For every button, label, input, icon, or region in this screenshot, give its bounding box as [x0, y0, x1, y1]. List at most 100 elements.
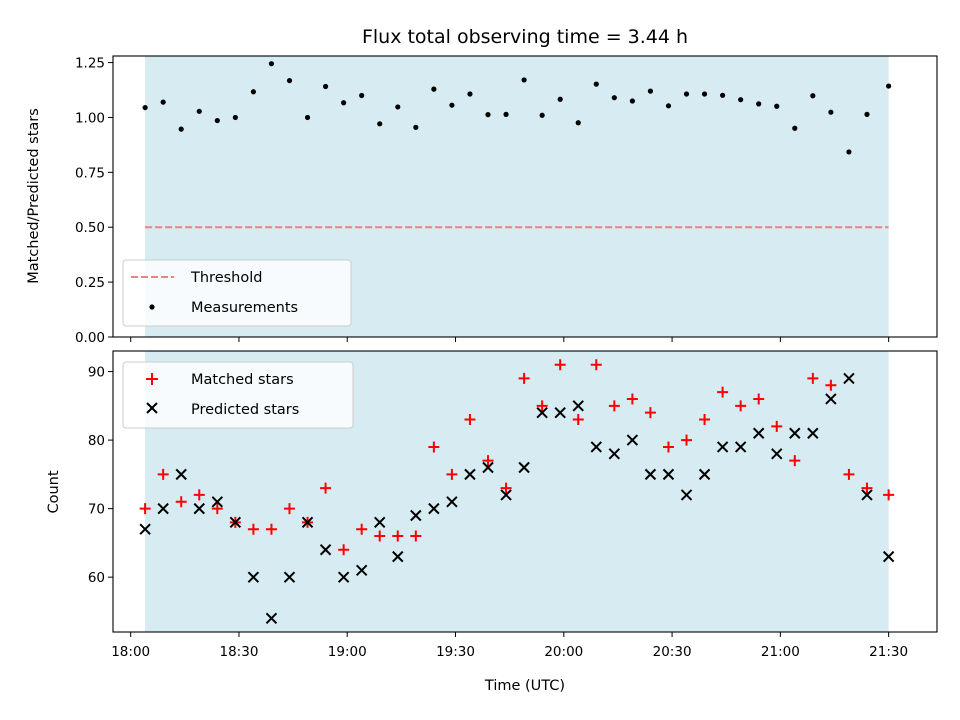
matched-stars-point — [247, 523, 259, 535]
measurements-point — [683, 91, 690, 97]
matched-stars-point — [807, 372, 819, 384]
measurements-point — [521, 77, 527, 83]
matched-stars-point — [662, 441, 674, 453]
matched-stars-point — [843, 468, 855, 480]
matched-stars-point — [283, 503, 295, 515]
predicted-stars-point — [175, 468, 187, 481]
measurements-point — [611, 95, 617, 101]
measurements-point — [629, 98, 635, 104]
matched-stars-legend-swatch — [146, 373, 158, 385]
predicted-stars-point — [301, 516, 314, 529]
matched-stars-point — [464, 414, 476, 426]
predicted-stars-point — [392, 550, 404, 563]
predicted-stars-point — [644, 468, 657, 481]
predicted-stars-point — [698, 468, 711, 481]
matched-stars-point — [175, 496, 187, 508]
measurements-point — [593, 81, 599, 87]
x-tick-label: 18:30 — [220, 644, 259, 660]
measurements-point — [647, 88, 654, 94]
predicted-stars-point — [283, 571, 296, 583]
ratio-y-tick-label: 0.25 — [75, 275, 105, 291]
predicted-stars-point — [157, 502, 169, 515]
predicted-stars-point — [211, 496, 224, 508]
count-legend-box — [122, 361, 354, 429]
count-y-tick-label: 60 — [88, 570, 105, 586]
count-y-tick-label: 80 — [88, 433, 105, 449]
predicted-stars-point — [319, 544, 332, 556]
measurements-point — [720, 92, 726, 98]
predicted-stars-point — [825, 393, 837, 405]
matched-stars-point — [644, 407, 656, 419]
predicted-stars-point — [626, 434, 639, 446]
matched-stars-point — [626, 393, 638, 405]
predicted-stars-point — [355, 564, 368, 577]
matched-stars-point — [590, 359, 602, 371]
predicted-stars-point — [662, 468, 675, 481]
ratio-y-axis-label: Matched/Predicted stars — [26, 108, 42, 284]
predicted-stars-point — [882, 550, 895, 563]
count-y-tick-label: 90 — [88, 365, 105, 381]
matched-stars-point — [157, 468, 169, 480]
predicted-stars-point — [410, 509, 422, 522]
predicted-stars-point — [734, 441, 747, 453]
matched-stars-legend-label: Matched stars — [191, 372, 294, 388]
matched-stars-point — [717, 386, 729, 398]
measurements-point — [214, 117, 220, 124]
measurements-point — [377, 121, 383, 127]
measurements-point — [467, 91, 473, 97]
predicted-stars-point — [807, 427, 819, 439]
ratio-y-tick-label: 1.25 — [75, 56, 105, 72]
threshold-legend-label: Threshold — [190, 270, 262, 286]
matched-stars-point — [446, 468, 458, 480]
predicted-stars-point — [337, 571, 350, 583]
measurements-point — [268, 61, 275, 67]
matched-stars-point — [883, 489, 895, 501]
measurements-point — [774, 103, 780, 109]
count-y-axis-label: Count — [46, 470, 62, 513]
x-tick-label: 21:30 — [869, 644, 908, 660]
measurements-point — [738, 97, 744, 103]
predicted-stars-point — [680, 489, 693, 501]
matched-stars-point — [554, 359, 566, 371]
matched-stars-point — [753, 393, 765, 405]
predicted-stars-point — [752, 427, 765, 439]
predicted-stars-point — [518, 461, 530, 474]
predicted-stars-point — [590, 441, 602, 453]
predicted-stars-legend-swatch — [146, 402, 158, 414]
measurements-point — [178, 126, 184, 132]
matched-stars-point — [410, 530, 422, 542]
matched-stars-point — [338, 544, 350, 556]
matched-stars-point — [392, 530, 404, 542]
chart-title: Flux total observing time = 3.44 h — [362, 26, 688, 48]
predicted-stars-point — [789, 427, 801, 439]
x-tick-label: 19:00 — [328, 644, 367, 660]
measurements-point — [304, 114, 311, 121]
predicted-stars-point — [861, 489, 873, 501]
count-legend: Matched stars Predicted stars — [122, 361, 354, 429]
matched-stars-point — [211, 503, 223, 515]
matched-stars-point — [572, 414, 584, 426]
measurements-point — [359, 92, 365, 99]
matched-stars-point — [139, 503, 151, 515]
predicted-stars-point — [229, 516, 242, 529]
matched-stars-point — [735, 400, 747, 412]
predicted-stars-point — [247, 571, 260, 583]
predicted-stars-point — [554, 406, 566, 419]
predicted-stars-point — [771, 448, 783, 460]
measurements-point — [485, 112, 491, 118]
predicted-stars-legend-label: Predicted stars — [191, 402, 299, 418]
measurements-legend-swatch — [149, 304, 155, 310]
predicted-stars-point — [608, 448, 621, 460]
measurements-point — [449, 102, 455, 108]
count-y-tick-label: 70 — [88, 502, 105, 518]
measurements-point — [322, 83, 329, 90]
x-tick-label: 19:30 — [436, 644, 475, 660]
matched-stars-point — [320, 482, 332, 494]
predicted-stars-point — [482, 461, 494, 474]
matched-stars-point — [699, 414, 711, 426]
measurements-point — [864, 111, 870, 117]
matched-stars-point — [428, 441, 440, 453]
predicted-stars-point — [374, 516, 386, 529]
matched-stars-point — [518, 372, 530, 384]
